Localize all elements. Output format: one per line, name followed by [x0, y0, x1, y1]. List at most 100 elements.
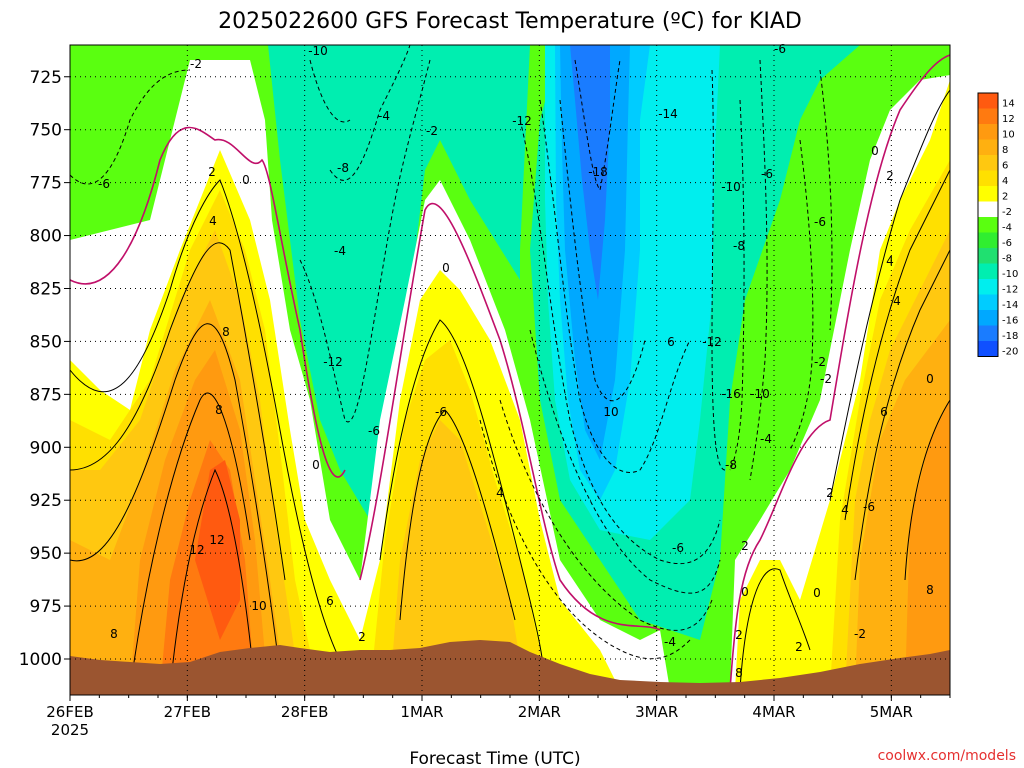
colorbar-swatch: [978, 341, 998, 357]
y-tick-label: 975: [30, 597, 62, 617]
contour-label: -6: [814, 215, 826, 229]
contour-m4-left: [70, 69, 191, 185]
colorbar-swatch: [978, 124, 998, 140]
colorbar-label: -12: [1002, 284, 1018, 295]
contour-label: 2: [208, 165, 216, 179]
y-tick-label: 725: [30, 68, 62, 88]
contour-label: 2: [886, 169, 894, 183]
x-tick-label: 4MAR: [752, 703, 795, 721]
contour-label: 2: [826, 486, 834, 500]
x-tick-label: 3MAR: [635, 703, 678, 721]
contour-label: 0: [442, 261, 450, 275]
colorbar-label: -10: [1002, 269, 1018, 280]
contour-label: 0: [813, 586, 821, 600]
positive-contours: [70, 89, 950, 691]
contour-m6-right: [749, 59, 768, 481]
x-year-label: 2025: [51, 721, 89, 739]
credit-link[interactable]: coolwx.com/models: [878, 748, 1016, 764]
y-tick-label: 950: [30, 544, 62, 564]
colorbar-label: 12: [1002, 114, 1015, 125]
contour-label: 0: [926, 372, 934, 386]
contour-label: -2: [190, 57, 202, 71]
colorbar-swatch: [978, 217, 998, 233]
contour-label: -6: [368, 424, 380, 438]
contour-2-left: [70, 179, 341, 661]
gridlines: [69, 45, 950, 695]
contour-label: 4: [841, 503, 849, 517]
contour-2-right: [739, 568, 811, 691]
contour-2-mid: [379, 319, 546, 691]
contour-label: -10: [308, 44, 328, 58]
contour-label: 0: [312, 458, 320, 472]
x-tick-label: 27FEB: [164, 703, 211, 721]
zero-contour-mid: [359, 202, 661, 631]
contour-label: 4: [893, 294, 901, 308]
contour-m6-mid: [499, 399, 713, 631]
contour-label: -8: [733, 239, 745, 253]
contour-m8-left: [329, 45, 411, 181]
contour-label: 0: [242, 173, 250, 187]
x-axis-title: Forecast Time (UTC): [409, 749, 580, 768]
colorbar-swatch: [978, 232, 998, 248]
contour-label: -6: [863, 500, 875, 514]
y-tick-label: 1000: [19, 650, 62, 670]
contour-m4-right: [789, 139, 814, 451]
contour-label: -12: [702, 335, 722, 349]
colorbar-label: -16: [1002, 315, 1018, 326]
contour-label: 6: [880, 405, 888, 419]
colorbar-label: -2: [1002, 207, 1012, 218]
colorbar-swatch: [978, 310, 998, 326]
colorbar-label: 4: [1002, 176, 1008, 187]
fill-14: [195, 460, 240, 640]
contour-label: -4: [760, 432, 772, 446]
contour-10-right: [904, 399, 950, 581]
negative-contours: [70, 45, 833, 660]
colorbar-swatch: [978, 139, 998, 155]
contour-4-right: [844, 169, 950, 521]
y-axis: 725 750 775 800 825 850 875 900 925 950 975 1000: [19, 68, 70, 670]
y-tick-label: 900: [30, 438, 62, 458]
contour-6-mid: [399, 409, 516, 621]
colorbar-swatch: [978, 93, 998, 109]
y-tick-label: 875: [30, 385, 62, 405]
contour-12-left: [169, 468, 256, 691]
contour-label: 8: [222, 325, 230, 339]
contour-label: 4: [886, 254, 894, 268]
contour-10-left: [129, 392, 251, 691]
contour-label: 8: [735, 666, 743, 680]
contour-label: -10: [721, 180, 741, 194]
colorbar-swatch: [978, 155, 998, 171]
contour-label: 6: [667, 335, 675, 349]
contour-m14: [539, 99, 691, 473]
terrain-ground: [70, 640, 950, 695]
contour-label: -2: [820, 372, 832, 386]
colorbar-border: [977, 92, 999, 357]
fill-deep-blue: [570, 45, 610, 300]
contour-label: 0: [871, 144, 879, 158]
contour-label: -14: [658, 107, 678, 121]
contour-label: -6: [98, 177, 110, 191]
colorbar-swatch: [978, 263, 998, 279]
x-tick-label: 5MAR: [870, 703, 913, 721]
colorbar-label: -6: [1002, 238, 1012, 249]
colorbar-label: -18: [1002, 331, 1018, 342]
contour-label: -6: [435, 405, 447, 419]
colorbar-label: 6: [1002, 160, 1008, 171]
contour-label: -10: [750, 387, 770, 401]
contour-label: 2: [358, 630, 366, 644]
contour-label: 10: [603, 405, 618, 419]
contour-label: -4: [334, 244, 346, 258]
colorbar-swatch: [978, 279, 998, 295]
contour-label: -16: [721, 387, 741, 401]
chart-title: 2025022600 GFS Forecast Temperature (ºC)…: [218, 9, 802, 34]
fill-6-mid: [390, 420, 525, 690]
contour-label: 12: [209, 533, 224, 547]
colorbar-label: -14: [1002, 300, 1018, 311]
contour-label: 10: [251, 599, 266, 613]
contour-label: 12: [189, 543, 204, 557]
x-axis: 26FEB 27FEB 28FEB 1MAR 2MAR 3MAR 4MAR 5MAR: [46, 695, 951, 721]
contour-m8-right: [729, 99, 745, 471]
contour-label: 2: [795, 640, 803, 654]
